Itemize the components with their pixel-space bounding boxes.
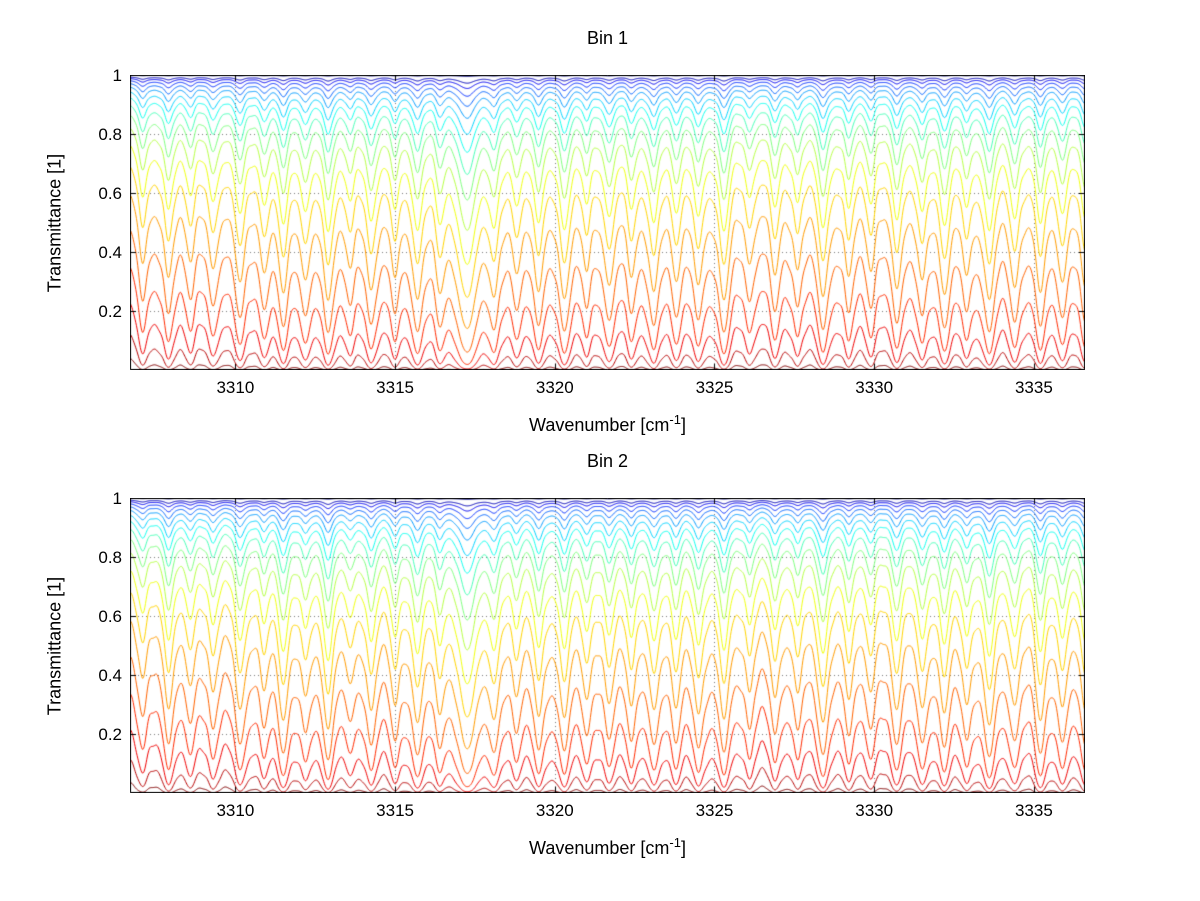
y-axis-label-bin2: Transmittance [1] [44, 576, 65, 716]
chart-bin2: Bin 2 Transmittance [1] Wavenumber [cm-1… [0, 423, 1200, 873]
y-tick-label-bin1: 0.8 [98, 125, 122, 144]
y-tick-label-bin2: 0.6 [98, 607, 122, 626]
plot-area-bin2 [130, 498, 1085, 793]
chart-bin1: Bin 1 Transmittance [1] Wavenumber [cm-1… [0, 0, 1200, 450]
x-axis-label-bin1-superscript: -1 [669, 412, 681, 427]
y-tick-label-bin1: 1 [112, 66, 122, 85]
y-tick-label-bin1: 0.4 [98, 243, 122, 262]
y-tick-label-bin1: 0.2 [98, 302, 122, 321]
y-tick-label-bin2: 0.8 [98, 548, 122, 567]
plot-area-bin1 [130, 75, 1085, 370]
y-tick-label-bin2: 0.2 [98, 725, 122, 744]
x-axis-label-bin1: Wavenumber [cm-1] [130, 412, 1085, 436]
chart-title-bin2: Bin 2 [586, 451, 629, 471]
x-tick-label-bin1: 3315 [376, 378, 415, 397]
y-tick-label-bin2: 1 [112, 489, 122, 508]
x-tick-label-bin1: 3330 [855, 378, 894, 397]
x-axis-label-bin2-superscript: -1 [669, 835, 681, 850]
x-tick-label-bin2: 3330 [855, 801, 894, 820]
x-tick-label-bin2: 3325 [695, 801, 734, 820]
x-tick-label-bin2: 3320 [535, 801, 574, 820]
x-tick-label-bin1: 3335 [1014, 378, 1053, 397]
x-axis-label-bin2-suffix: ] [680, 838, 686, 858]
x-tick-label-bin2: 3315 [376, 801, 415, 820]
chart-title-bin1: Bin 1 [586, 28, 629, 48]
x-axis-label-bin2-prefix: Wavenumber [cm [529, 838, 670, 858]
x-tick-label-bin2: 3335 [1014, 801, 1053, 820]
y-axis-label-bin1: Transmittance [1] [44, 153, 65, 293]
x-tick-label-bin1: 3310 [216, 378, 255, 397]
x-tick-label-bin1: 3325 [695, 378, 734, 397]
x-tick-label-bin1: 3320 [535, 378, 574, 397]
x-axis-label-bin1-prefix: Wavenumber [cm [529, 415, 670, 435]
x-tick-label-bin2: 3310 [216, 801, 255, 820]
y-tick-label-bin1: 0.6 [98, 184, 122, 203]
x-axis-label-bin1-suffix: ] [680, 415, 686, 435]
x-axis-label-bin2: Wavenumber [cm-1] [130, 835, 1085, 859]
y-tick-label-bin2: 0.4 [98, 666, 122, 685]
